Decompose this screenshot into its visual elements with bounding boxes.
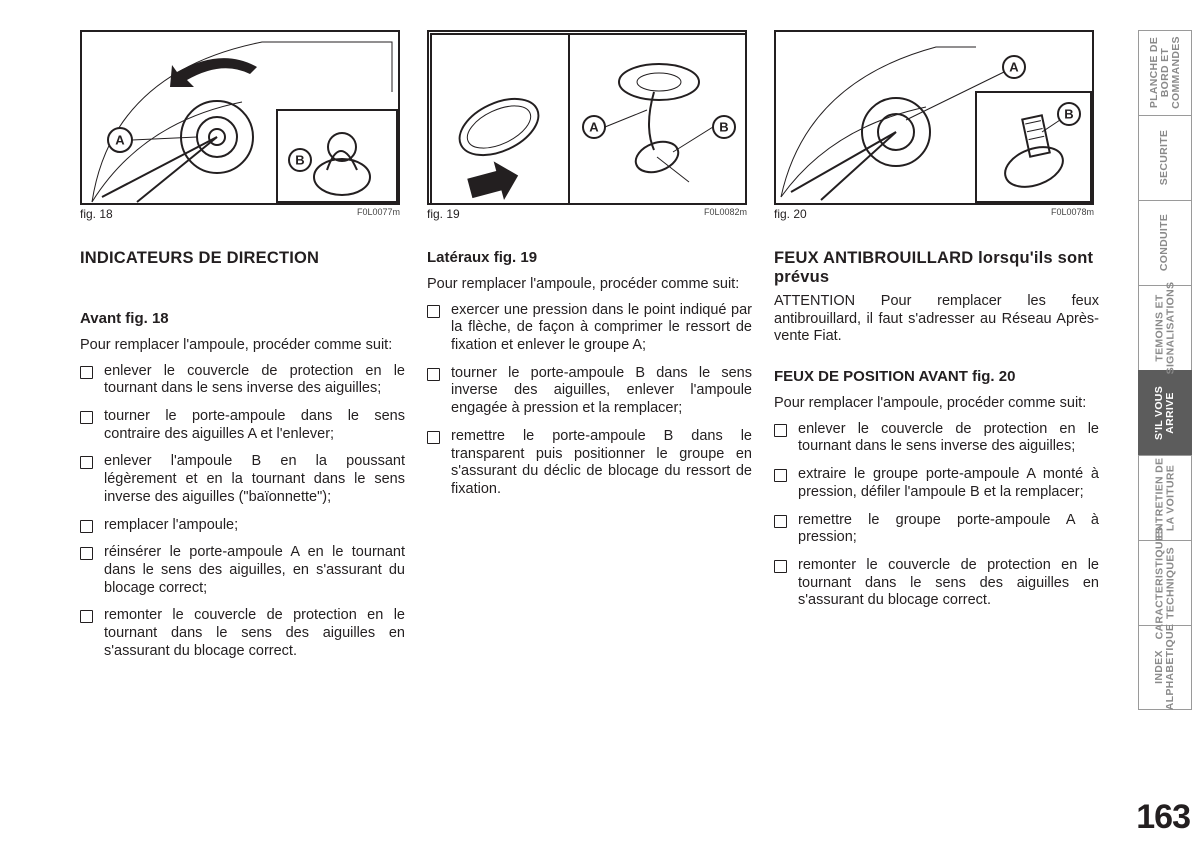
tab-index[interactable]: INDEX ALPHABETIQUE xyxy=(1138,625,1192,710)
column-1: A B fig. 18 F0L0077m INDICATEURS DE DIRE… xyxy=(80,30,405,670)
list-item: enlever l'ampoule B en la poussant légèr… xyxy=(80,453,405,506)
side-nav-tabs: PLANCHE DE BORD ET COMMANDES SECURITE CO… xyxy=(1138,30,1192,710)
list-item: remettre le porte-ampoule B dans le tran… xyxy=(427,428,752,499)
tab-label: CARACTERISTIQUES TECHNIQUES xyxy=(1154,527,1176,640)
heading-lateraux: Latéraux fig. 19 xyxy=(427,249,752,266)
callout-b: B xyxy=(1064,107,1073,122)
tab-sil-vous-arrive[interactable]: S'IL VOUS ARRIVE xyxy=(1138,370,1192,455)
figure-19: A B xyxy=(427,30,747,205)
page-number: 163 xyxy=(1136,798,1190,837)
heading-indicateurs: INDICATEURS DE DIRECTION xyxy=(80,249,405,268)
callout-b: B xyxy=(295,153,304,168)
checklist-col1: enlever le couvercle de protection en le… xyxy=(80,363,405,671)
tab-temoins[interactable]: TEMOINS ET SIGNALISATIONS xyxy=(1138,285,1192,370)
list-item: enlever le couvercle de protection en le… xyxy=(774,421,1099,456)
figure-label: fig. 18 xyxy=(80,207,113,221)
list-item: exercer une pression dans le point indiq… xyxy=(427,302,752,355)
checklist-col2: exercer une pression dans le point indiq… xyxy=(427,302,752,509)
tab-label: PLANCHE DE BORD ET COMMANDES xyxy=(1148,37,1181,110)
figure-code: F0L0078m xyxy=(1051,207,1094,221)
list-item: tourner le porte-ampoule dans le sens co… xyxy=(80,408,405,443)
checklist-col3: enlever le couvercle de protection en le… xyxy=(774,421,1099,620)
tab-label: CONDUITE xyxy=(1160,214,1171,271)
list-item: tourner le porte-ampoule B dans le sens … xyxy=(427,365,752,418)
tab-label: S'IL VOUS ARRIVE xyxy=(1154,386,1176,440)
callout-a: A xyxy=(1009,60,1019,75)
figure-code: F0L0082m xyxy=(704,207,747,221)
page-content: A B fig. 18 F0L0077m INDICATEURS DE DIRE… xyxy=(80,30,1100,810)
figure-code: F0L0077m xyxy=(357,207,400,221)
tab-caracteristiques[interactable]: CARACTERISTIQUES TECHNIQUES xyxy=(1138,540,1192,625)
column-2: A B fig. 19 F0L0082m Latéraux fig. 19 Po… xyxy=(427,30,752,670)
callout-b: B xyxy=(719,120,728,135)
figure-label: fig. 20 xyxy=(774,207,807,221)
figure-20: A B xyxy=(774,30,1094,205)
figure-20-caption: fig. 20 F0L0078m xyxy=(774,207,1094,221)
list-item: extraire le groupe porte-ampoule A monté… xyxy=(774,466,1099,501)
tab-securite[interactable]: SECURITE xyxy=(1138,115,1192,200)
figure-18-svg: A B xyxy=(82,32,400,205)
three-column-layout: A B fig. 18 F0L0077m INDICATEURS DE DIRE… xyxy=(80,30,1100,670)
list-item: remonter le couvercle de protection en l… xyxy=(774,557,1099,610)
list-item: remettre le groupe porte-ampoule A à pre… xyxy=(774,512,1099,547)
tab-label: SECURITE xyxy=(1159,130,1170,186)
list-item: remplacer l'ampoule; xyxy=(80,517,405,535)
attention-text: ATTENTION Pour remplacer les feux antibr… xyxy=(774,293,1099,346)
intro-text: Pour remplacer l'ampoule, procéder comme… xyxy=(80,337,405,355)
intro-text: Pour remplacer l'ampoule, procéder comme… xyxy=(774,395,1099,413)
column-3: A B fig. 20 F0L0078m FEUX ANTIBROUILLARD… xyxy=(774,30,1099,670)
list-item: remonter le couvercle de protection en l… xyxy=(80,607,405,660)
list-item: réinsérer le porte-ampoule A en le tourn… xyxy=(80,544,405,597)
figure-18: A B xyxy=(80,30,400,205)
figure-20-svg: A B xyxy=(776,32,1094,205)
figure-18-caption: fig. 18 F0L0077m xyxy=(80,207,400,221)
figure-19-caption: fig. 19 F0L0082m xyxy=(427,207,747,221)
tab-planche-de-bord[interactable]: PLANCHE DE BORD ET COMMANDES xyxy=(1138,30,1192,115)
callout-a: A xyxy=(115,133,125,148)
tab-conduite[interactable]: CONDUITE xyxy=(1138,200,1192,285)
list-item: enlever le couvercle de protection en le… xyxy=(80,363,405,398)
heading-position-avant: FEUX DE POSITION AVANT fig. 20 xyxy=(774,368,1099,385)
callout-a: A xyxy=(589,120,599,135)
figure-label: fig. 19 xyxy=(427,207,460,221)
tab-label: TEMOINS ET SIGNALISATIONS xyxy=(1154,282,1176,375)
tab-label: INDEX ALPHABETIQUE xyxy=(1154,624,1176,710)
intro-text: Pour remplacer l'ampoule, procéder comme… xyxy=(427,276,752,294)
heading-avant: Avant fig. 18 xyxy=(80,310,405,327)
heading-antibrouillard: FEUX ANTIBROUILLARD lorsqu'ils sont prév… xyxy=(774,249,1099,287)
figure-19-svg: A B xyxy=(429,32,747,205)
